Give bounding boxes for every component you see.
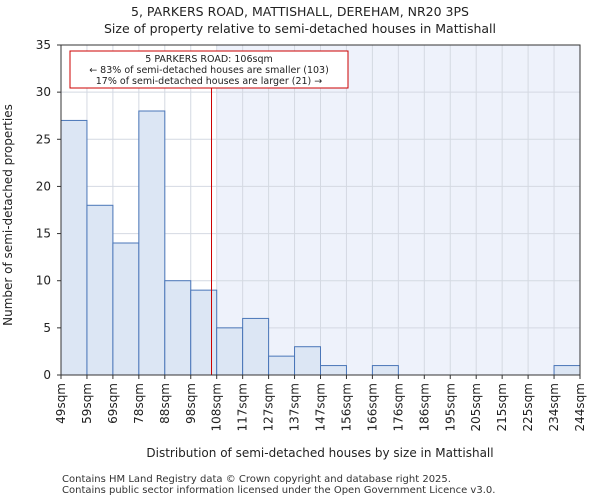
bar-59sqm [86,204,114,376]
x-tick-label-225sqm: 225sqm [521,383,535,431]
x-tick-label-176sqm: 176sqm [391,383,405,431]
footer-line-1: Contains HM Land Registry data © Crown c… [62,474,451,485]
bar-127sqm [268,355,296,376]
annotation-line-2: ← 83% of semi-detached houses are smalle… [89,65,329,76]
x-tick-label-244sqm: 244sqm [573,383,587,431]
x-tick-label-166sqm: 166sqm [365,383,379,431]
x-axis-ticks: 49sqm 59sqm 69sqm 78sqm 88sqm 98sqm 108sqm 117s… [54,375,587,431]
y-tick-label-3: 15 [36,227,51,241]
y-tick-label-2: 10 [36,274,51,288]
y-tick-label-6: 30 [36,85,51,99]
x-tick-label-69sqm: 69sqm [106,383,120,424]
x-tick-label-215sqm: 215sqm [495,383,509,431]
bar-49sqm [60,119,88,376]
bar-69sqm [112,242,140,376]
y-tick-label-1: 5 [43,321,51,335]
bars [60,110,581,376]
bar-88sqm [164,280,192,376]
x-tick-label-117sqm: 117sqm [236,383,250,431]
x-tick-label-59sqm: 59sqm [80,383,94,424]
x-tick-label-234sqm: 234sqm [547,383,561,431]
bar-117sqm [242,317,270,376]
y-axis-ticks: 0 5 10 15 20 25 30 35 [36,38,61,382]
x-tick-label-88sqm: 88sqm [158,383,172,424]
chart-title: 5, PARKERS ROAD, MATTISHALL, DEREHAM, NR… [131,4,469,19]
x-axis-label: Distribution of semi-detached houses by … [146,446,493,460]
property-annotation: 5 PARKERS ROAD: 106sqm ← 83% of semi-det… [69,50,349,89]
y-tick-label-7: 35 [36,38,51,52]
bar-98sqm [190,289,218,376]
x-tick-label-98sqm: 98sqm [184,383,198,424]
annotation-box [69,50,349,89]
bar-108sqm [216,327,244,376]
y-tick-label-5: 25 [36,132,51,146]
bar-137sqm [294,346,321,376]
chart-subtitle: Size of property relative to semi-detach… [104,21,496,36]
bar-147sqm [320,365,347,376]
bar-78sqm [138,110,166,376]
y-tick-label-4: 20 [36,179,51,193]
x-tick-label-156sqm: 156sqm [339,383,353,431]
bar-234sqm [553,365,581,376]
y-axis-label: Number of semi-detached properties [1,104,15,326]
annotation-line-3: 17% of semi-detached houses are larger (… [96,76,323,87]
bar-166sqm [371,365,399,376]
y-tick-label-0: 0 [43,368,51,382]
x-tick-label-147sqm: 147sqm [314,383,328,431]
x-tick-label-127sqm: 127sqm [262,383,276,431]
x-tick-label-195sqm: 195sqm [443,383,457,431]
x-tick-label-186sqm: 186sqm [417,383,431,431]
footer-line-2: Contains public sector information licen… [62,485,496,496]
x-tick-label-108sqm: 108sqm [210,383,224,431]
x-tick-label-137sqm: 137sqm [288,383,302,431]
x-tick-label-49sqm: 49sqm [54,383,68,424]
x-tick-label-205sqm: 205sqm [469,383,483,431]
annotation-line-1: 5 PARKERS ROAD: 106sqm [145,54,272,65]
x-tick-label-78sqm: 78sqm [132,383,146,424]
